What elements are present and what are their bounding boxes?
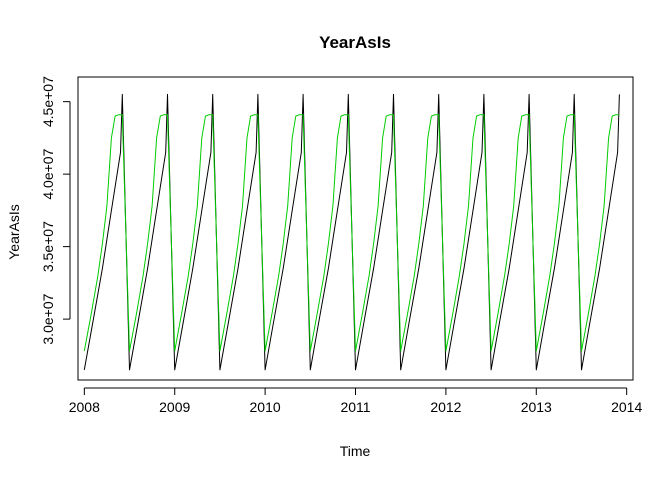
- x-tick-label: 2011: [340, 399, 370, 415]
- x-tick-label: 2014: [611, 399, 642, 415]
- chart-title: YearAsIs: [319, 33, 391, 52]
- y-axis-label: YearAsIs: [6, 204, 22, 260]
- x-tick-label: 2013: [521, 399, 552, 415]
- x-tick-label: 2010: [250, 399, 281, 415]
- y-axis: 3.0e+07 3.5e+07 4.0e+07 4.5e+07: [40, 76, 71, 345]
- x-axis: 2008 2009 2010 2011 2012 2013 2014: [69, 387, 642, 415]
- y-tick-label: 3.0e+07: [40, 293, 56, 344]
- y-tick-label: 4.5e+07: [40, 76, 56, 127]
- x-axis-label: Time: [340, 443, 371, 459]
- series-line-2: [83, 114, 620, 352]
- plot-frame: [77, 76, 634, 381]
- y-tick-label: 4.0e+07: [40, 148, 56, 199]
- x-tick-label: 2012: [430, 399, 461, 415]
- series-layer: [83, 93, 620, 371]
- x-tick-label: 2009: [159, 399, 190, 415]
- x-tick-label: 2008: [69, 399, 100, 415]
- y-tick-label: 3.5e+07: [40, 221, 56, 272]
